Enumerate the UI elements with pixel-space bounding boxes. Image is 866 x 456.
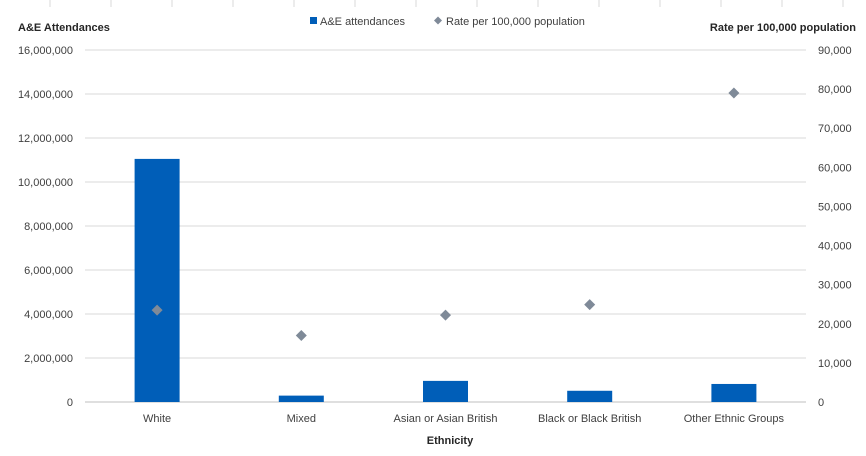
gridlines — [85, 49, 806, 403]
y2-tick-label: 0 — [818, 397, 824, 409]
y-tick-label: 14,000,000 — [18, 89, 73, 101]
y2-tick-label: 70,000 — [818, 123, 852, 135]
right-axis-ticks: 0 10,000 20,000 30,000 40,000 50,000 60,000 70,… — [818, 45, 852, 409]
bar-series — [134, 158, 757, 402]
legend-bar-swatch — [310, 17, 317, 24]
y2-tick-label: 10,000 — [818, 358, 852, 370]
y2-tick-label: 20,000 — [818, 319, 852, 331]
rate-point — [440, 309, 451, 321]
y-tick-label: 2,000,000 — [24, 353, 73, 365]
rate-point — [584, 299, 596, 311]
y2-tick-label: 30,000 — [818, 280, 852, 292]
left-axis-ticks: 0 2,000,000 4,000,000 6,000,000 8,000,000 10,… — [18, 45, 73, 409]
x-tick-label: Asian or Asian British — [394, 413, 498, 425]
rate-point — [295, 330, 307, 342]
legend-diamond-marker — [434, 16, 442, 25]
y2-tick-label: 50,000 — [818, 201, 852, 213]
y2-tick-label: 90,000 — [818, 45, 852, 57]
y2-tick-label: 40,000 — [818, 241, 852, 253]
rate-point — [728, 87, 740, 99]
bar — [134, 158, 180, 402]
rate-point — [151, 304, 163, 316]
x-tick-label: Black or Black British — [538, 413, 641, 425]
y-tick-label: 4,000,000 — [24, 309, 73, 321]
y-tick-label: 16,000,000 — [18, 45, 73, 57]
y-tick-label: 6,000,000 — [24, 265, 73, 277]
y-tick-label: 10,000,000 — [18, 177, 73, 189]
x-axis-title: Ethnicity — [427, 435, 474, 447]
top-border-ticks — [49, 0, 844, 7]
x-tick-label: Other Ethnic Groups — [684, 413, 785, 425]
y-tick-label: 0 — [67, 397, 73, 409]
y-tick-label: 8,000,000 — [24, 221, 73, 233]
y2-axis-title: Rate per 100,000 population — [710, 22, 856, 34]
bar — [567, 390, 613, 402]
y-axis-title: A&E Attendances — [18, 22, 110, 34]
scatter-series — [151, 87, 740, 342]
y-tick-label: 12,000,000 — [18, 133, 73, 145]
bar — [711, 383, 757, 402]
y2-tick-label: 80,000 — [818, 84, 852, 96]
bar — [423, 380, 468, 402]
bar — [278, 395, 324, 402]
x-tick-label: Mixed — [287, 413, 316, 425]
x-axis-ticks: White Mixed Asian or Asian British Black or… — [143, 413, 784, 425]
legend-bar-label: A&E attendances — [320, 16, 406, 28]
y2-tick-label: 60,000 — [818, 162, 852, 174]
legend: A&E attendances Rate per 100,000 populat… — [310, 16, 585, 28]
x-tick-label: White — [143, 413, 171, 425]
legend-rate-label: Rate per 100,000 population — [446, 16, 585, 28]
